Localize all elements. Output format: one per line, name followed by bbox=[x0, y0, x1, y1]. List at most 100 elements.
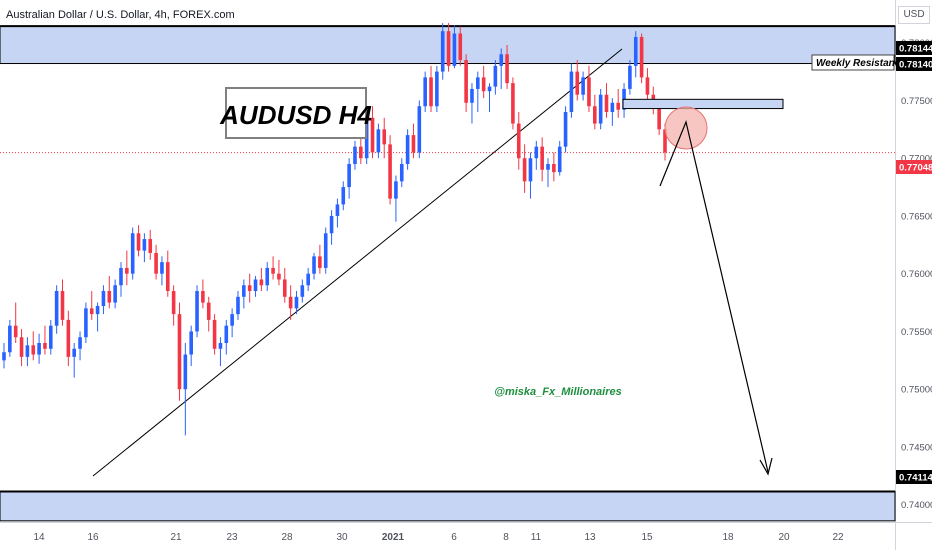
candle-body bbox=[341, 187, 346, 205]
candle-body bbox=[282, 279, 287, 297]
candle-body bbox=[125, 267, 129, 274]
y-tick-label: 0.75500 bbox=[901, 327, 932, 338]
candle-body bbox=[230, 314, 234, 326]
candle-body bbox=[575, 71, 580, 95]
candle-body bbox=[247, 285, 252, 292]
level-price-tag bbox=[896, 41, 932, 55]
candle-body bbox=[177, 314, 182, 390]
x-tick-label: 23 bbox=[226, 532, 238, 543]
x-tick-label: 22 bbox=[832, 532, 844, 543]
candle-body bbox=[300, 285, 305, 297]
candle-body bbox=[277, 273, 281, 280]
x-tick-label: 15 bbox=[641, 532, 653, 543]
candle-body bbox=[37, 342, 41, 355]
candle-body bbox=[657, 106, 661, 130]
price-tag-label: 0.74114 bbox=[899, 473, 932, 484]
candle-body bbox=[60, 291, 65, 320]
candle-body bbox=[663, 129, 667, 153]
candle-body bbox=[417, 106, 422, 153]
candle-body bbox=[13, 325, 18, 338]
candle-body bbox=[616, 102, 621, 110]
projection-path bbox=[659, 120, 769, 473]
candle-body bbox=[89, 308, 94, 315]
candle-body bbox=[587, 77, 591, 107]
candle-body bbox=[639, 36, 644, 78]
y-tick-label: 0.74500 bbox=[901, 442, 932, 453]
candle-body bbox=[306, 273, 310, 286]
candle-body bbox=[593, 106, 597, 124]
candle-body bbox=[119, 267, 123, 286]
candle-body bbox=[546, 163, 550, 170]
candle-body bbox=[253, 279, 258, 292]
candle-body bbox=[388, 144, 392, 199]
candle-body bbox=[259, 279, 264, 286]
candle-body bbox=[394, 181, 398, 199]
y-tick-label: 0.77000 bbox=[901, 154, 932, 165]
candle-body bbox=[633, 36, 638, 66]
candle-body bbox=[288, 296, 293, 309]
candle-body bbox=[552, 163, 556, 173]
candle-body bbox=[563, 112, 568, 147]
candle-body bbox=[610, 102, 615, 113]
level-price-tag bbox=[896, 470, 932, 484]
candle-body bbox=[645, 77, 650, 95]
candle-body bbox=[212, 319, 217, 349]
candle-body bbox=[435, 71, 439, 107]
candle-body bbox=[557, 146, 562, 173]
weekly-resistance-box bbox=[811, 54, 895, 71]
candle-body bbox=[329, 215, 334, 234]
candle-body bbox=[318, 256, 322, 268]
retest-box bbox=[622, 98, 784, 110]
weekly-resistance-label: Weekly Resistance bbox=[816, 58, 906, 69]
candle-body bbox=[470, 88, 474, 103]
candle-body bbox=[458, 33, 463, 61]
candle-body bbox=[66, 319, 71, 357]
candle-body bbox=[534, 146, 539, 159]
candle-body bbox=[107, 291, 112, 303]
x-tick-label: 28 bbox=[281, 532, 293, 543]
candle-body bbox=[31, 345, 36, 355]
candle-body bbox=[411, 135, 416, 153]
candle-body bbox=[130, 233, 135, 274]
candle-body bbox=[323, 233, 328, 268]
y-tick-label: 0.75000 bbox=[901, 385, 932, 396]
projection-arrowhead bbox=[759, 457, 773, 476]
candle-body bbox=[224, 325, 229, 343]
candle-body bbox=[370, 117, 375, 153]
candle-body bbox=[353, 146, 357, 164]
candle-body bbox=[101, 291, 106, 307]
candle-body bbox=[265, 267, 270, 286]
ascending-trendline bbox=[92, 48, 623, 477]
candle-body bbox=[487, 86, 492, 92]
x-tick-label: 2021 bbox=[382, 532, 405, 543]
x-tick-label: 16 bbox=[87, 532, 99, 543]
candle-body bbox=[540, 146, 544, 170]
candle-body bbox=[382, 129, 387, 145]
candle-body bbox=[84, 308, 88, 338]
price-tag-label: 0.78144 bbox=[899, 44, 932, 55]
candle-body bbox=[78, 337, 82, 349]
candle-body bbox=[183, 354, 188, 390]
candle-body bbox=[201, 291, 205, 303]
x-tick-label: 21 bbox=[170, 532, 182, 543]
candle-body bbox=[481, 77, 486, 92]
currency-button[interactable]: USD bbox=[898, 6, 930, 24]
candle-body bbox=[312, 256, 316, 274]
candle-body bbox=[528, 158, 533, 182]
candle-body bbox=[347, 163, 351, 188]
x-tick-label: 11 bbox=[531, 532, 542, 543]
candle-body bbox=[505, 54, 509, 84]
x-tick-label: 6 bbox=[451, 532, 457, 543]
candle-body bbox=[95, 306, 100, 315]
candle-body bbox=[429, 77, 433, 107]
candle-body bbox=[48, 325, 53, 349]
candle-body bbox=[136, 233, 141, 251]
candle-body bbox=[2, 352, 6, 361]
candle-body bbox=[376, 129, 381, 153]
title-box bbox=[225, 87, 367, 139]
current-price-tag bbox=[896, 160, 932, 174]
candle-body bbox=[499, 54, 504, 66]
candle-body bbox=[493, 65, 498, 87]
candle-body bbox=[160, 262, 164, 274]
